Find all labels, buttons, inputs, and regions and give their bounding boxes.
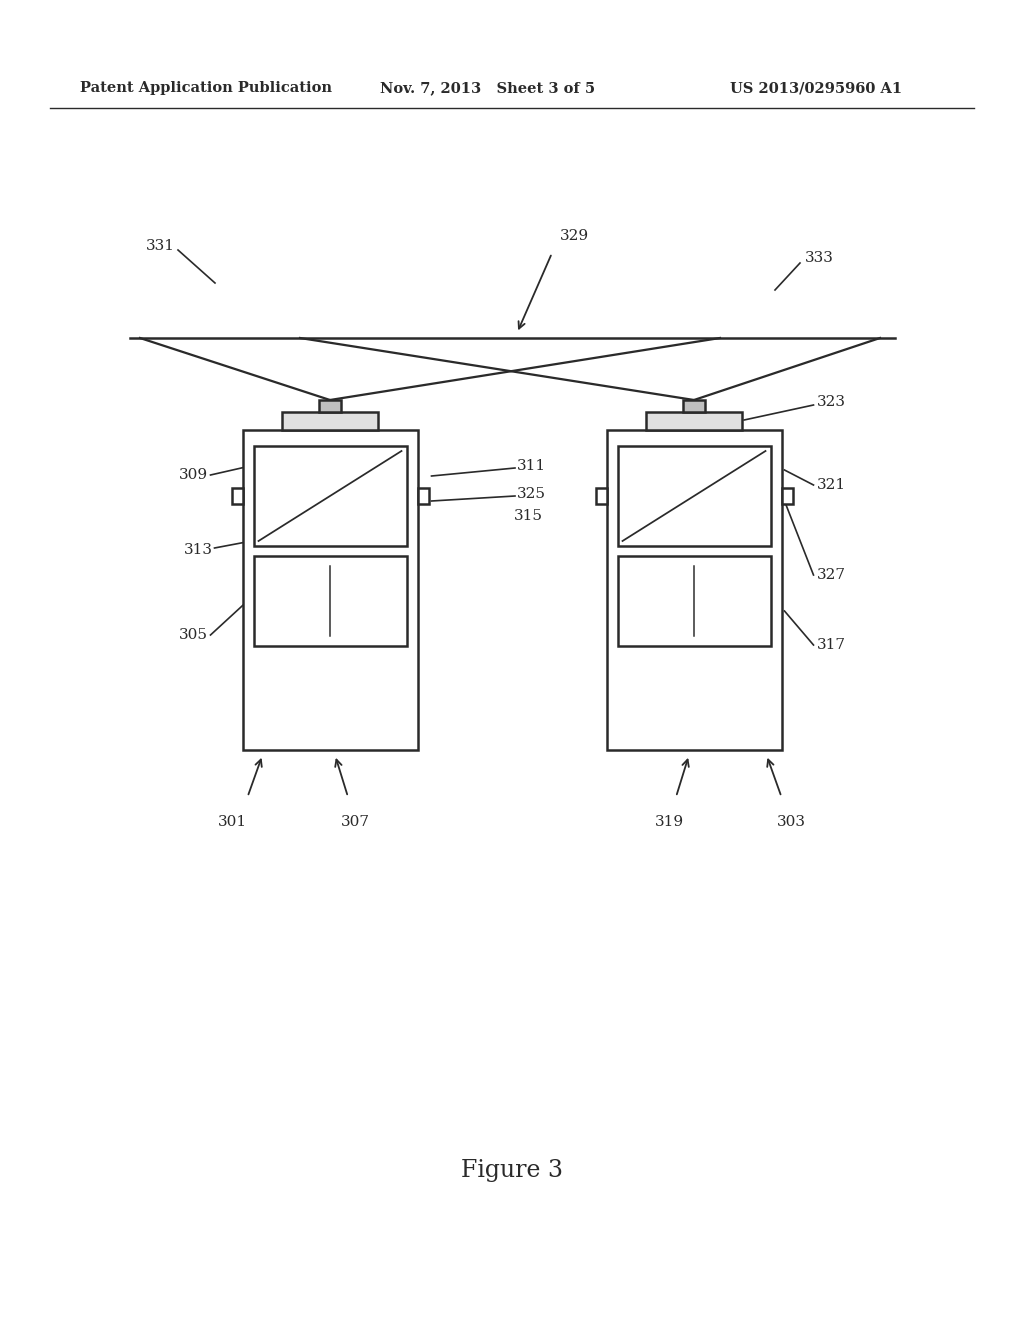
Text: 303: 303	[777, 814, 806, 829]
Bar	[646, 412, 742, 430]
Text: 301: 301	[218, 814, 247, 829]
Text: 321: 321	[816, 478, 846, 492]
Text: 313: 313	[183, 543, 213, 557]
Text: 319: 319	[654, 814, 684, 829]
Bar	[606, 430, 781, 750]
Bar	[319, 400, 341, 412]
Bar	[683, 400, 705, 412]
Bar	[617, 446, 770, 546]
Text: Patent Application Publication: Patent Application Publication	[80, 81, 332, 95]
Bar	[596, 488, 606, 504]
Bar	[418, 488, 428, 504]
Text: 325: 325	[517, 487, 546, 502]
Text: 327: 327	[816, 568, 846, 582]
Bar	[231, 488, 243, 504]
Text: 307: 307	[341, 814, 370, 829]
Text: 315: 315	[514, 510, 543, 523]
Text: 323: 323	[816, 395, 846, 409]
Text: 331: 331	[146, 239, 175, 253]
Text: 309: 309	[178, 469, 208, 482]
Text: 333: 333	[805, 251, 834, 265]
Bar	[617, 556, 770, 645]
Text: 311: 311	[517, 459, 546, 473]
Text: 329: 329	[560, 228, 589, 243]
Bar	[282, 412, 378, 430]
Text: Nov. 7, 2013   Sheet 3 of 5: Nov. 7, 2013 Sheet 3 of 5	[380, 81, 595, 95]
Bar	[243, 430, 418, 750]
Text: 317: 317	[816, 638, 846, 652]
Text: Figure 3: Figure 3	[461, 1159, 563, 1181]
Bar	[254, 556, 407, 645]
Text: US 2013/0295960 A1: US 2013/0295960 A1	[730, 81, 902, 95]
Bar	[254, 446, 407, 546]
Text: 305: 305	[178, 628, 208, 642]
Bar	[781, 488, 793, 504]
